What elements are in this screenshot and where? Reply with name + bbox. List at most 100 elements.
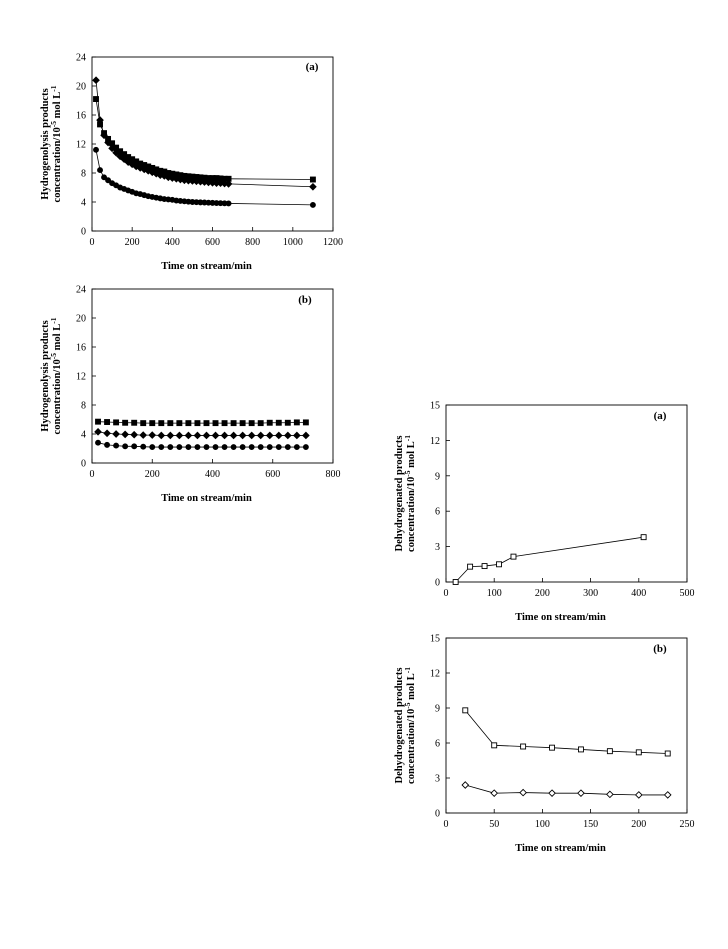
data-point — [302, 444, 309, 450]
chart-dehydrogenated-a: 0 3 6 9 12 15 0 100 200 300 400 500 Time on stream/m… — [394, 401, 695, 624]
x-axis-label: Time on stream/min — [515, 843, 606, 854]
data-point — [193, 431, 202, 440]
y-tick-label: 6 — [435, 507, 440, 518]
data-point — [113, 442, 120, 449]
data-point — [167, 420, 174, 427]
x-tick-label: 500 — [680, 588, 695, 599]
series-3 — [95, 439, 309, 450]
x-tick-label: 0 — [444, 819, 449, 830]
plot-frame — [445, 404, 688, 583]
data-point — [256, 431, 265, 440]
data-point — [184, 431, 193, 440]
panel-label: (a) — [306, 61, 319, 73]
y-tick-label: 8 — [81, 401, 86, 412]
data-point — [225, 200, 232, 207]
data-point — [247, 431, 256, 440]
y-axis-label-line1: Dehydrogenated products — [394, 668, 405, 784]
data-point — [94, 427, 102, 436]
data-point — [105, 177, 112, 184]
data-point — [112, 430, 120, 438]
data-point — [257, 420, 264, 427]
data-point — [221, 444, 228, 450]
data-point — [122, 443, 129, 450]
data-point — [230, 444, 237, 450]
data-point — [309, 182, 317, 191]
x-tick-label: 600 — [265, 469, 280, 480]
data-point — [224, 180, 233, 188]
data-point — [212, 444, 219, 450]
data-point — [491, 742, 498, 749]
x-axis-label: Time on stream/min — [161, 261, 252, 272]
data-point — [108, 144, 116, 153]
x-tick-label: 200 — [535, 588, 550, 599]
data-point — [175, 431, 184, 440]
data-point — [275, 419, 282, 426]
data-point — [510, 553, 517, 560]
x-tick-label: 100 — [535, 819, 550, 830]
data-point — [104, 419, 111, 425]
y-axis-label-line2: concentration/10-5 mol L-1 — [49, 85, 63, 202]
data-point — [293, 444, 300, 450]
data-point — [112, 148, 120, 157]
chart-hydrogenolysis-a: 0 4 8 12 16 20 24 0 200 400 600 800 1000 1200 Time on … — [40, 53, 343, 273]
y-tick-label: 15 — [430, 401, 440, 412]
data-point — [548, 789, 556, 798]
x-tick-label: 1200 — [323, 237, 343, 248]
data-point — [131, 443, 138, 450]
data-point — [520, 743, 527, 750]
data-point — [663, 791, 672, 799]
series-1 — [462, 707, 671, 757]
data-point — [113, 419, 120, 426]
data-point — [96, 116, 104, 124]
y-tick-label: 0 — [435, 809, 440, 820]
series-2 — [461, 781, 672, 799]
series-1 — [93, 96, 316, 183]
y-tick-label: 0 — [81, 227, 86, 238]
data-point — [101, 174, 108, 181]
data-point — [293, 419, 300, 426]
data-point — [97, 167, 103, 174]
y-axis-label-line1: Hydrogenolysis products — [40, 88, 51, 199]
y-tick-label: 3 — [435, 774, 440, 785]
data-point — [124, 158, 132, 166]
data-point — [490, 789, 499, 798]
y-tick-label: 24 — [76, 53, 86, 64]
data-point — [93, 146, 99, 153]
data-point — [149, 444, 156, 450]
data-point — [95, 418, 101, 425]
data-point — [149, 420, 156, 427]
data-point — [95, 439, 101, 446]
y-axis-label-line2: concentration/10-5 mol L-1 — [49, 317, 63, 434]
data-point — [158, 420, 165, 427]
data-point — [635, 749, 642, 756]
y-tick-label: 4 — [81, 430, 86, 441]
data-point — [606, 790, 614, 799]
data-point — [284, 419, 291, 426]
data-point — [194, 444, 201, 450]
y-tick-label: 4 — [81, 198, 86, 209]
data-point — [131, 419, 138, 426]
data-point — [148, 168, 157, 177]
data-point — [266, 444, 273, 450]
x-tick-label: 50 — [489, 819, 499, 830]
data-point — [283, 431, 292, 440]
data-point — [140, 420, 147, 427]
panel-label: (b) — [653, 643, 667, 655]
data-point — [104, 138, 112, 147]
data-point — [664, 750, 671, 757]
plot-frame — [445, 637, 688, 814]
series-2 — [92, 76, 317, 191]
panel-label: (b) — [298, 294, 312, 306]
series-line — [98, 421, 306, 424]
data-point — [230, 420, 237, 427]
data-point — [203, 420, 210, 427]
data-point — [577, 789, 585, 798]
data-point — [194, 420, 201, 427]
data-point — [220, 431, 229, 440]
data-point — [640, 534, 647, 541]
data-point — [185, 444, 192, 450]
y-tick-label: 6 — [435, 739, 440, 750]
data-point — [158, 444, 165, 450]
data-point — [211, 431, 220, 440]
y-tick-label: 9 — [435, 471, 440, 482]
